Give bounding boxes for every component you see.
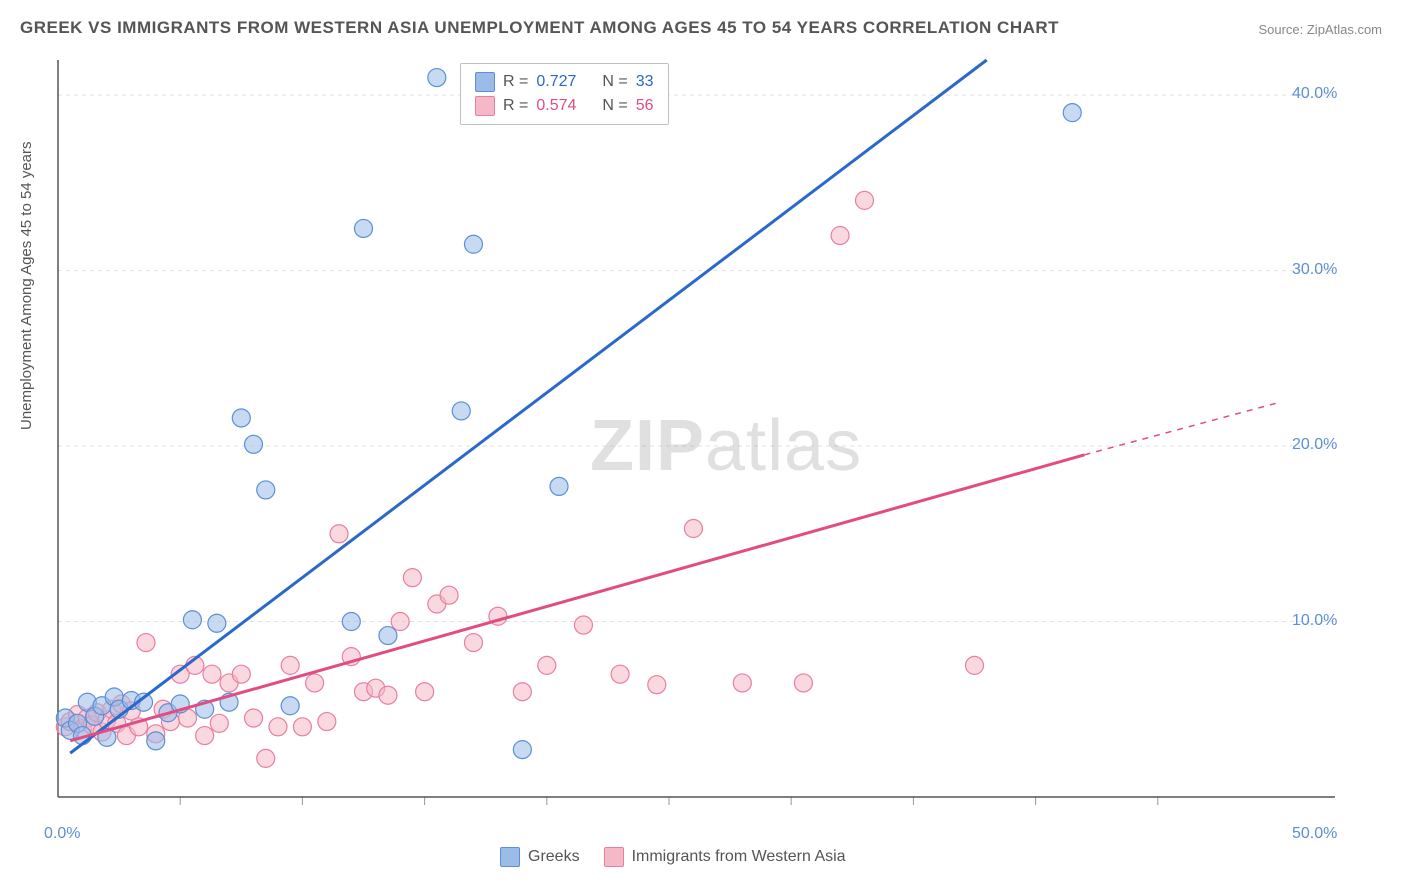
correlation-legend-row: R = 0.727 N = 33 — [475, 70, 654, 94]
series-legend: Greeks Immigrants from Western Asia — [500, 847, 846, 867]
y-tick-label: 40.0% — [1292, 85, 1337, 103]
legend-n-label: N = — [602, 97, 627, 115]
scatter-plot — [52, 55, 1342, 825]
y-tick-label: 10.0% — [1292, 612, 1337, 630]
source-label: Source: ZipAtlas.com — [1258, 22, 1382, 37]
legend-r-label: R = — [503, 97, 528, 115]
legend-swatch — [604, 847, 624, 867]
x-tick-label: 50.0% — [1292, 825, 1337, 843]
series-legend-label: Greeks — [528, 848, 580, 866]
series-legend-item: Immigrants from Western Asia — [604, 847, 846, 867]
correlation-legend-row: R = 0.574 N = 56 — [475, 94, 654, 118]
series-legend-label: Immigrants from Western Asia — [632, 848, 846, 866]
legend-swatch — [475, 72, 495, 92]
legend-r-label: R = — [503, 73, 528, 91]
legend-swatch — [475, 96, 495, 116]
legend-swatch — [500, 847, 520, 867]
chart-title: GREEK VS IMMIGRANTS FROM WESTERN ASIA UN… — [20, 18, 1059, 38]
y-tick-label: 30.0% — [1292, 261, 1337, 279]
correlation-legend: R = 0.727 N = 33 R = 0.574 N = 56 — [460, 63, 669, 125]
x-tick-label: 0.0% — [44, 825, 80, 843]
legend-n-value: 33 — [636, 73, 654, 91]
legend-r-value: 0.727 — [536, 73, 576, 91]
legend-n-label: N = — [602, 73, 627, 91]
y-axis-label: Unemployment Among Ages 45 to 54 years — [18, 141, 35, 430]
legend-n-value: 56 — [636, 97, 654, 115]
series-legend-item: Greeks — [500, 847, 580, 867]
y-tick-label: 20.0% — [1292, 436, 1337, 454]
legend-r-value: 0.574 — [536, 97, 576, 115]
